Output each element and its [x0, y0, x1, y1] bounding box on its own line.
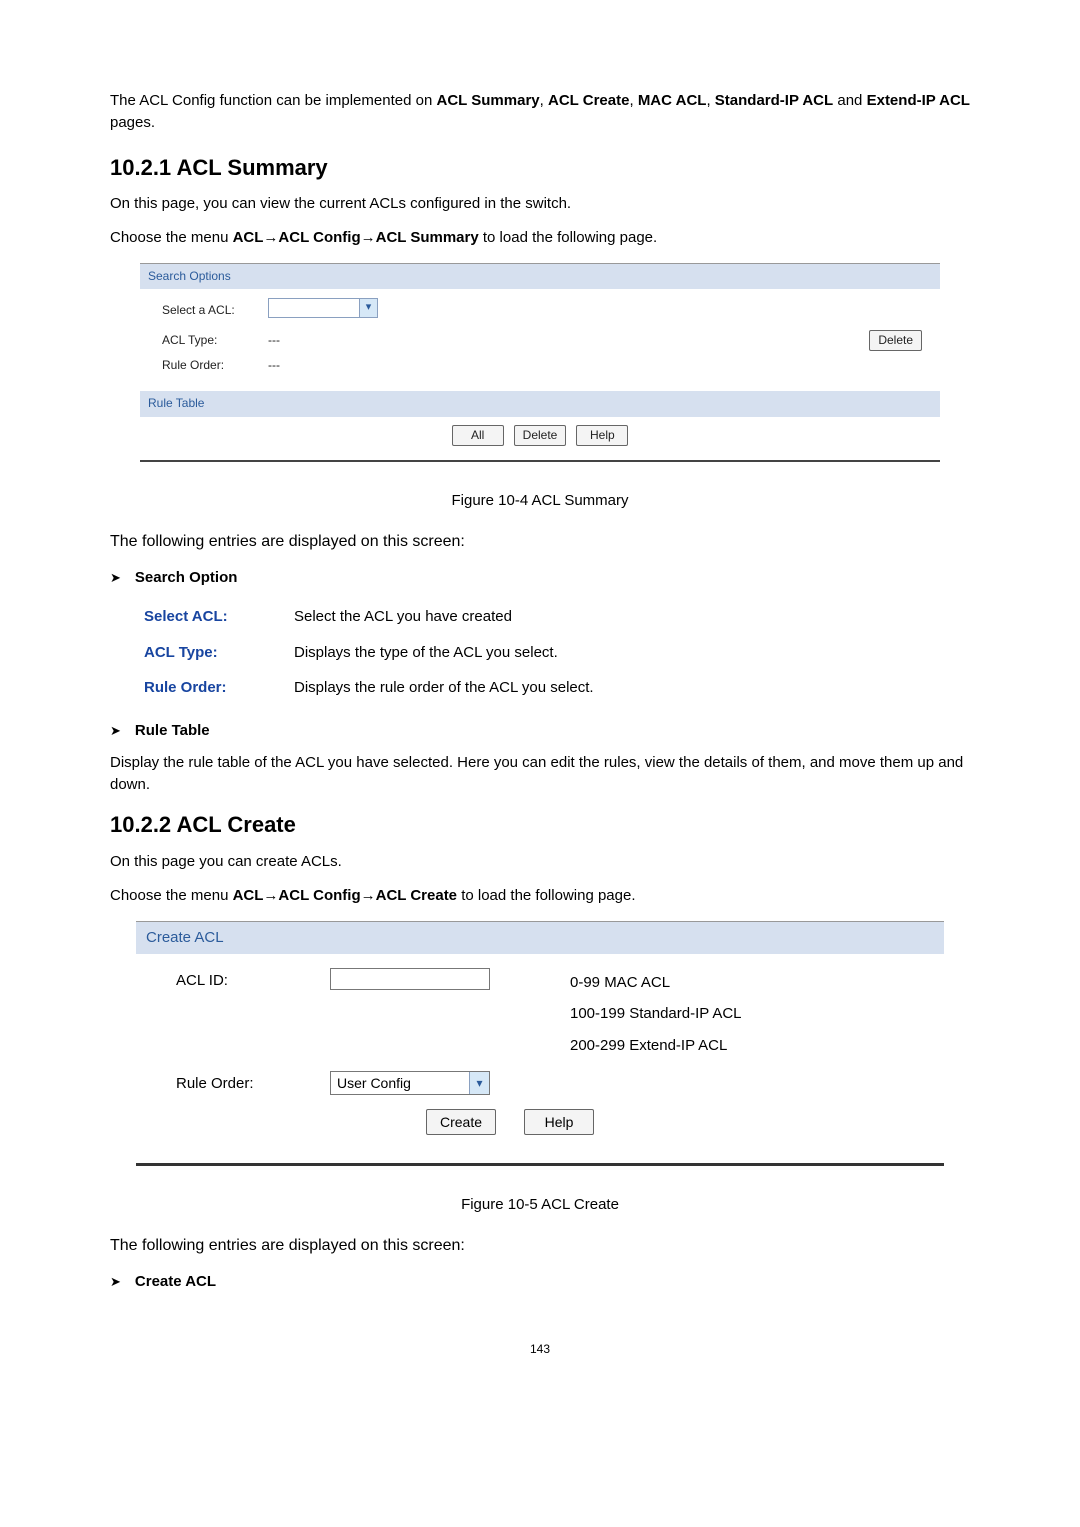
acl-type-value: ---: [268, 332, 388, 349]
def-term-rule-order: Rule Order:: [144, 677, 294, 699]
hint-mac-acl: 0-99 MAC ACL: [570, 968, 930, 1000]
rule-order-label-2: Rule Order:: [150, 1071, 330, 1095]
create-acl-body: ACL ID: 0-99 MAC ACL 100-199 Standard-IP…: [136, 954, 944, 1156]
delete-button-2[interactable]: Delete: [514, 425, 567, 446]
rule-table-buttons: All Delete Help: [140, 417, 940, 462]
def-desc-acl-type: Displays the type of the ACL you select.: [294, 642, 970, 664]
acl-id-input[interactable]: [330, 968, 490, 990]
def-desc-select-acl: Select the ACL you have created: [294, 606, 970, 628]
create-button[interactable]: Create: [426, 1109, 496, 1135]
entries-intro-2: The following entries are displayed on t…: [110, 1234, 970, 1257]
help-button-2[interactable]: Help: [524, 1109, 594, 1135]
sub-rule-table: ➤ Rule Table: [110, 720, 970, 742]
rule-table-header: Rule Table: [140, 391, 940, 416]
create-acl-label: Create ACL: [135, 1271, 216, 1293]
hint-ext-ip-acl: 200-299 Extend-IP ACL: [570, 1031, 930, 1063]
def-row: Select ACL: Select the ACL you have crea…: [144, 599, 970, 635]
rule-order-dropdown[interactable]: User Config ▾: [330, 1071, 490, 1095]
search-options-header: Search Options: [140, 264, 940, 289]
acl-summary-desc: On this page, you can view the current A…: [110, 193, 970, 215]
intro-bold-3: MAC ACL: [638, 92, 707, 109]
arrow-icon: ➤: [110, 569, 121, 588]
arrow-icon: ➤: [110, 722, 121, 741]
figure-acl-create: Create ACL ACL ID: 0-99 MAC ACL 100-199 …: [136, 921, 944, 1166]
arrow-icon: ➤: [110, 1273, 121, 1292]
search-option-label: Search Option: [135, 567, 238, 589]
def-term-select-acl: Select ACL:: [144, 606, 294, 628]
rule-order-label: Rule Order:: [148, 357, 268, 374]
hint-std-ip-acl: 100-199 Standard-IP ACL: [570, 999, 930, 1031]
acl-create-desc: On this page you can create ACLs.: [110, 851, 970, 873]
acl-id-label: ACL ID:: [150, 968, 330, 992]
def-row: Rule Order: Displays the rule order of t…: [144, 670, 970, 706]
intro-text: The ACL Config function can be implement…: [110, 92, 437, 109]
intro-suffix: pages.: [110, 114, 155, 131]
entries-intro-1: The following entries are displayed on t…: [110, 530, 970, 553]
create-acl-header: Create ACL: [136, 922, 944, 954]
figure-caption-10-5: Figure 10-5 ACL Create: [110, 1194, 970, 1216]
figure-caption-10-4: Figure 10-4 ACL Summary: [110, 490, 970, 512]
figure-acl-summary: Search Options Select a ACL: ▾ ACL Type:…: [140, 263, 940, 462]
intro-and: and: [833, 92, 866, 109]
def-desc-rule-order: Displays the rule order of the ACL you s…: [294, 677, 970, 699]
intro-paragraph: The ACL Config function can be implement…: [110, 90, 970, 134]
intro-bold-2: ACL Create: [548, 92, 629, 109]
intro-sep: ,: [540, 92, 548, 109]
rule-order-selected: User Config: [337, 1075, 411, 1091]
definition-table-1: Select ACL: Select the ACL you have crea…: [144, 599, 970, 706]
rule-table-desc: Display the rule table of the ACL you ha…: [110, 752, 970, 796]
section-heading-acl-summary: 10.2.1 ACL Summary: [110, 152, 970, 184]
chevron-down-icon: ▾: [469, 1072, 489, 1094]
acl-summary-menu-path: Choose the menu ACL→ACL Config→ACL Summa…: [110, 227, 970, 249]
acl-type-label: ACL Type:: [148, 332, 268, 349]
menu-prefix: Choose the menu: [110, 887, 233, 904]
select-acl-dropdown[interactable]: ▾: [268, 298, 378, 318]
rule-order-value: ---: [268, 357, 388, 374]
menu-bold: ACL→ACL Config→ACL Summary: [233, 229, 479, 246]
intro-sep: ,: [706, 92, 714, 109]
rule-table-label: Rule Table: [135, 720, 210, 742]
all-button[interactable]: All: [452, 425, 504, 446]
sub-create-acl: ➤ Create ACL: [110, 1271, 970, 1293]
chevron-down-icon: ▾: [359, 299, 377, 317]
menu-suffix: to load the following page.: [457, 887, 635, 904]
search-options-body: Select a ACL: ▾ ACL Type: --- Delete Rul…: [140, 289, 940, 391]
page-number: 143: [110, 1341, 970, 1358]
figure-divider: [136, 1163, 944, 1166]
acl-create-menu-path: Choose the menu ACL→ACL Config→ACL Creat…: [110, 885, 970, 907]
intro-bold-1: ACL Summary: [437, 92, 540, 109]
menu-prefix: Choose the menu: [110, 229, 233, 246]
create-button-row: Create Help: [426, 1099, 930, 1139]
help-button[interactable]: Help: [576, 425, 628, 446]
sub-search-option: ➤ Search Option: [110, 567, 970, 589]
intro-sep: ,: [629, 92, 637, 109]
def-row: ACL Type: Displays the type of the ACL y…: [144, 635, 970, 671]
intro-bold-5: Extend-IP ACL: [867, 92, 970, 109]
def-term-acl-type: ACL Type:: [144, 642, 294, 664]
intro-bold-4: Standard-IP ACL: [715, 92, 833, 109]
menu-suffix: to load the following page.: [479, 229, 657, 246]
menu-bold: ACL→ACL Config→ACL Create: [233, 887, 457, 904]
select-acl-label: Select a ACL:: [148, 302, 268, 319]
section-heading-acl-create: 10.2.2 ACL Create: [110, 809, 970, 841]
delete-button[interactable]: Delete: [869, 330, 922, 351]
